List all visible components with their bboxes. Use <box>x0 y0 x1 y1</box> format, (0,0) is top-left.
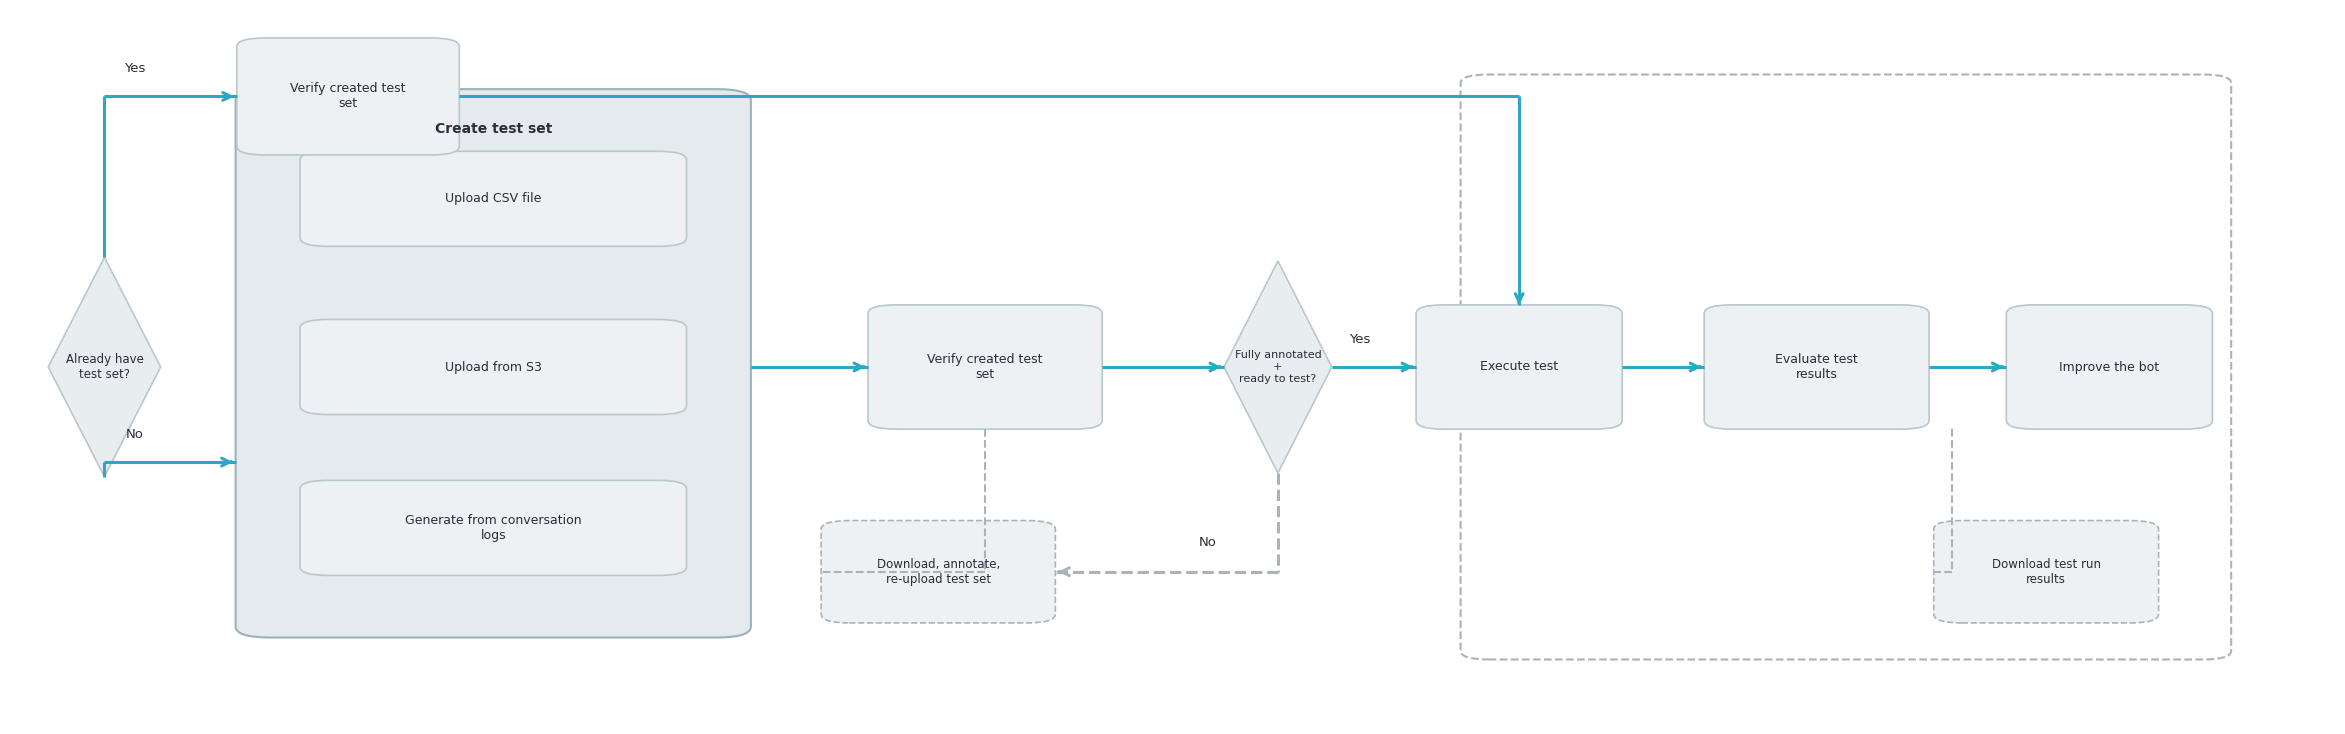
FancyBboxPatch shape <box>300 319 687 415</box>
Text: Upload from S3: Upload from S3 <box>446 360 542 374</box>
Text: Evaluate test
results: Evaluate test results <box>1775 353 1857 381</box>
FancyBboxPatch shape <box>234 89 750 638</box>
FancyBboxPatch shape <box>1416 305 1623 429</box>
FancyBboxPatch shape <box>821 520 1055 623</box>
Text: Already have
test set?: Already have test set? <box>66 353 143 381</box>
Text: Yes: Yes <box>1348 333 1369 346</box>
FancyBboxPatch shape <box>300 151 687 247</box>
FancyBboxPatch shape <box>1935 520 2160 623</box>
Text: Upload CSV file: Upload CSV file <box>446 192 542 206</box>
FancyBboxPatch shape <box>300 480 687 575</box>
Text: Generate from conversation
logs: Generate from conversation logs <box>406 514 582 542</box>
Text: Verify created test
set: Verify created test set <box>926 353 1044 381</box>
Polygon shape <box>1224 261 1332 473</box>
Text: Verify created test
set: Verify created test set <box>291 82 406 110</box>
Text: Fully annotated
+
ready to test?: Fully annotated + ready to test? <box>1233 350 1320 384</box>
FancyBboxPatch shape <box>868 305 1102 429</box>
Polygon shape <box>49 258 162 476</box>
Text: Yes: Yes <box>124 62 145 75</box>
Text: Download, annotate,
re-upload test set: Download, annotate, re-upload test set <box>877 558 999 586</box>
Text: Download test run
results: Download test run results <box>1991 558 2101 586</box>
FancyBboxPatch shape <box>1705 305 1930 429</box>
Text: Create test set: Create test set <box>434 123 551 137</box>
Text: No: No <box>127 428 143 441</box>
Text: No: No <box>1198 536 1217 549</box>
Text: Execute test: Execute test <box>1480 360 1557 374</box>
Text: Improve the bot: Improve the bot <box>2059 360 2160 374</box>
FancyBboxPatch shape <box>2007 305 2211 429</box>
FancyBboxPatch shape <box>237 38 460 155</box>
